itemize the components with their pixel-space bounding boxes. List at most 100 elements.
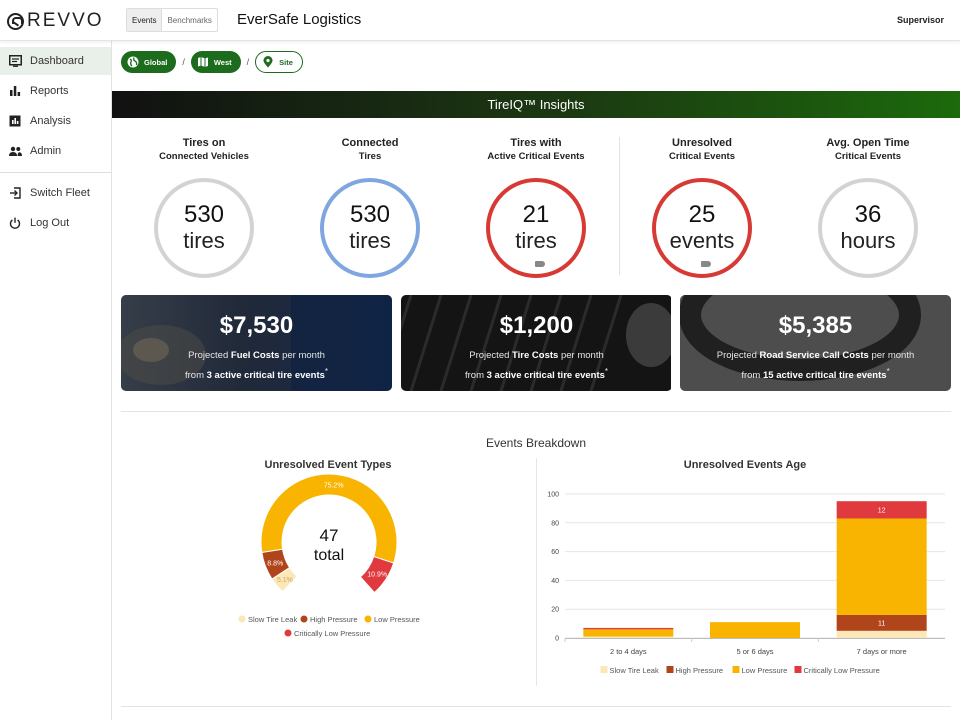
stat-ring[interactable]: 25 events: [652, 178, 752, 278]
stat-value: 25: [688, 201, 716, 228]
x-tick-label: 5 or 6 days: [736, 647, 773, 656]
sidebar-divider: [0, 172, 111, 173]
stat-unresolved-critical-events[interactable]: Unresolved Critical Events 25 events: [619, 136, 785, 278]
road-service-cost-card[interactable]: $5,385 Projected Road Service Call Costs…: [680, 295, 951, 391]
blown-tire-photo: [680, 295, 951, 391]
donut-slice-low-pressure[interactable]: [260, 474, 398, 564]
legend-swatch: [300, 615, 308, 623]
legend-label: Slow Tire Leak: [248, 615, 297, 624]
section-divider: [121, 411, 951, 412]
user-role-menu[interactable]: Supervisor: [896, 15, 944, 25]
stat-unit: tires: [349, 228, 391, 253]
sidebar-item-analysis[interactable]: Analysis: [0, 107, 111, 135]
stat-ring: 36 hours: [818, 178, 918, 278]
dashboard-icon: [8, 54, 22, 68]
stat-unit: hours: [840, 228, 896, 253]
legend-swatch: [364, 615, 372, 623]
bottom-divider: [121, 706, 951, 707]
bar-segment-low-pressure[interactable]: [836, 518, 927, 615]
breadcrumb-site[interactable]: Site: [255, 51, 303, 73]
revvo-logo[interactable]: REVVO: [7, 10, 104, 32]
sidebar-item-label: Switch Fleet: [30, 187, 90, 199]
breadcrumb-separator: /: [246, 57, 250, 67]
stat-tires-with-critical-events[interactable]: Tires with Active Critical Events 21 tir…: [453, 136, 619, 278]
bar-segment-slow-tire-leak[interactable]: [836, 630, 927, 638]
events-age-bar-chart: 0 20 40 60 80 100 2 to 4 days 5 or 6 days 11 12 7…: [547, 492, 945, 675]
legend-label: High Pressure: [310, 615, 358, 624]
legend-swatch: [600, 666, 608, 673]
stat-avg-open-time: Avg. Open Time Critical Events 36 hours: [785, 136, 951, 278]
stat-unit: events: [669, 228, 735, 253]
legend-label: Low Pressure: [374, 615, 420, 624]
logo-text: REVVO: [27, 10, 104, 31]
stat-value: 530: [349, 201, 391, 228]
bar-segment-slow-tire-leak[interactable]: [583, 636, 674, 638]
breadcrumb-label: West: [213, 57, 232, 67]
top-bar: REVVO Events Benchmarks EverSafe Logisti…: [0, 0, 960, 41]
legend-swatch: [732, 666, 740, 673]
legend-swatch: [284, 629, 292, 637]
bar-chart-title: Unresolved Events Age: [683, 459, 807, 471]
tires-photo: [401, 295, 671, 391]
fuel-cost-card[interactable]: $7,530 Projected Fuel Costs per month fr…: [121, 295, 392, 391]
legend-swatch: [794, 666, 802, 673]
logo-icon: [7, 12, 24, 30]
donut-total-value: 47: [320, 526, 339, 545]
sidebar-item-dashboard[interactable]: Dashboard: [0, 47, 111, 75]
bar-segment-high-pressure[interactable]: [836, 614, 927, 631]
insights-banner: TireIQ™ Insights: [112, 91, 960, 118]
sidebar-item-label: Dashboard: [30, 55, 84, 67]
bar-chart-icon: [8, 84, 22, 98]
sidebar-item-admin[interactable]: Admin: [0, 137, 111, 165]
stat-ring: 530 tires: [154, 178, 254, 278]
charts-divider: [536, 458, 537, 686]
breadcrumb-global[interactable]: Global: [121, 51, 177, 73]
donut-slice-label: 5.1%: [277, 577, 293, 584]
stat-title-line2: Critical Events: [835, 151, 901, 162]
events-breakdown-title: Events Breakdown: [485, 436, 587, 450]
globe-icon: [127, 56, 139, 68]
location-pin-icon: [262, 56, 274, 68]
y-tick-label: 0: [555, 636, 559, 643]
map-icon: [197, 56, 209, 68]
tire-cost-card[interactable]: $1,200 Projected Tire Costs per month fr…: [401, 295, 672, 391]
donut-slice-critically-low-pressure[interactable]: [359, 555, 395, 594]
card-source: from 3 active critical tire events*: [184, 367, 328, 382]
legend-label: Critically Low Pressure: [294, 629, 370, 638]
card-source: from 15 active critical tire events*: [741, 367, 890, 382]
y-tick-label: 60: [551, 549, 559, 556]
benchmarks-toggle-button[interactable]: Benchmarks: [162, 9, 217, 31]
stats-divider: [619, 137, 620, 275]
y-tick-label: 20: [551, 607, 559, 614]
stat-title-line1: Tires on: [182, 137, 226, 149]
bar-segment-low-pressure[interactable]: [710, 622, 800, 638]
stat-title: Connected Tires: [287, 136, 453, 170]
stat-title-line2: Critical Events: [669, 151, 735, 162]
card-description: Projected Fuel Costs per month: [188, 350, 325, 361]
tag-icon: [535, 261, 545, 267]
stat-ring[interactable]: 21 tires: [486, 178, 586, 278]
legend-label: Critically Low Pressure: [804, 666, 880, 675]
sidebar-item-log-out[interactable]: Log Out: [0, 209, 111, 237]
sidebar-item-reports[interactable]: Reports: [0, 77, 111, 105]
bar-segment-low-pressure[interactable]: [583, 629, 674, 637]
donut-slice-label: 8.8%: [267, 560, 283, 567]
breadcrumb-west[interactable]: West: [190, 51, 241, 73]
stat-value: 21: [522, 201, 550, 228]
company-name: EverSafe Logistics: [237, 11, 362, 28]
stat-title-line1: Tires with: [510, 137, 562, 149]
stat-title: Unresolved Critical Events: [619, 136, 785, 170]
stat-title-line2: Active Critical Events: [487, 151, 585, 162]
sidebar-item-label: Reports: [30, 85, 69, 97]
donut-chart-title: Unresolved Event Types: [264, 459, 392, 471]
stat-title-line2: Connected Vehicles: [159, 151, 249, 162]
switch-icon: [8, 186, 22, 200]
sidebar-item-switch-fleet[interactable]: Switch Fleet: [0, 179, 111, 207]
stat-tires-on-connected-vehicles: Tires on Connected Vehicles 530 tires: [121, 136, 287, 278]
bar-segment-critically-low-pressure[interactable]: [836, 501, 927, 519]
sidebar-item-label: Log Out: [30, 217, 70, 229]
x-tick-label: 2 to 4 days: [610, 647, 647, 656]
events-toggle-button[interactable]: Events: [127, 9, 163, 31]
x-tick-label: 7 days or more: [857, 647, 907, 656]
bar-segment-critically-low-pressure[interactable]: [583, 627, 674, 630]
